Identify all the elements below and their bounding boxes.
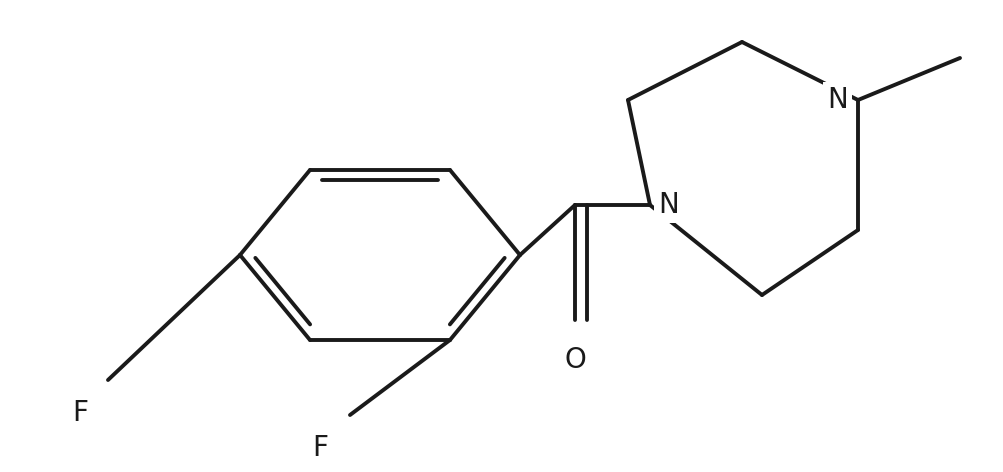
Text: N: N — [657, 191, 678, 219]
Text: F: F — [312, 434, 328, 462]
Text: O: O — [564, 346, 586, 374]
Text: N: N — [826, 86, 848, 114]
Text: F: F — [72, 399, 88, 427]
